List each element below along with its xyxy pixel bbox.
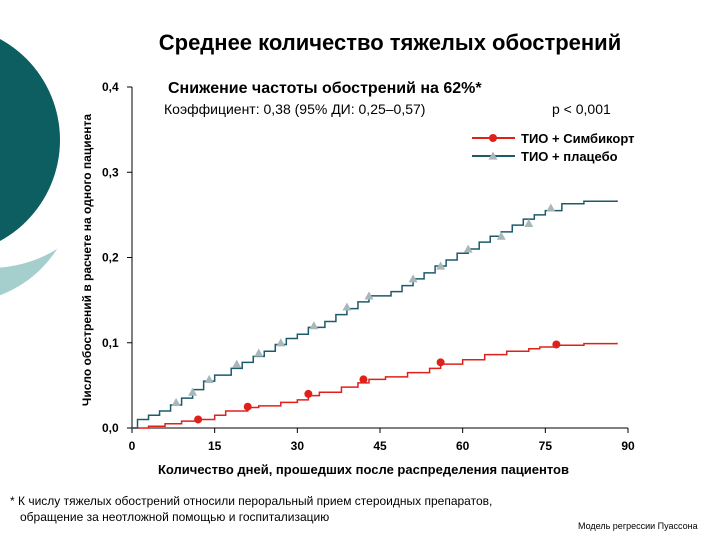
series-2-marker bbox=[276, 338, 286, 347]
x-tick-label: 90 bbox=[621, 439, 635, 453]
series-2-marker bbox=[188, 387, 198, 396]
legend: ТИО + Симбикорт ТИО + плацебо bbox=[472, 131, 634, 164]
y-tick-label: 0,3 bbox=[102, 165, 119, 179]
coefficient-text: Коэффициент: 0,38 (95% ДИ: 0,25–0,57) bbox=[164, 101, 426, 117]
series-1-marker bbox=[359, 375, 368, 384]
legend-label-1: ТИО + Симбикорт bbox=[521, 131, 634, 146]
series-1-marker bbox=[243, 402, 252, 411]
series-2-marker bbox=[546, 203, 556, 212]
y-tick-label: 0,1 bbox=[102, 336, 119, 350]
series-1-marker bbox=[194, 415, 203, 424]
series-line-2 bbox=[132, 200, 618, 429]
x-tick-label: 0 bbox=[129, 439, 136, 453]
series-2-marker bbox=[232, 359, 242, 368]
series-2-marker bbox=[204, 374, 214, 384]
dark-circle-decoration bbox=[0, 39, 60, 241]
series-line-1 bbox=[132, 342, 618, 429]
x-tick-label: 75 bbox=[539, 439, 553, 453]
y-tick-label: 0,0 bbox=[102, 421, 119, 435]
series-2-marker bbox=[254, 348, 264, 357]
axes bbox=[127, 86, 629, 433]
series-2-marker bbox=[463, 244, 473, 253]
series-2-marker bbox=[342, 302, 352, 311]
tick-labels: 0,0 0,1 0,2 0,3 0,4 0 15 30 45 60 75 90 bbox=[102, 80, 635, 453]
series-2-marker bbox=[496, 231, 506, 240]
x-tick-label: 60 bbox=[456, 439, 470, 453]
legend-label-2: ТИО + плацебо bbox=[521, 149, 618, 164]
y-tick-label: 0,4 bbox=[102, 80, 119, 94]
series-2-marker bbox=[408, 274, 418, 283]
decorative-circles bbox=[0, 12, 118, 296]
x-tick-label: 30 bbox=[291, 439, 305, 453]
series-1-marker bbox=[552, 340, 561, 349]
model-note: Модель регрессии Пуассона bbox=[578, 521, 698, 531]
series-markers bbox=[171, 203, 561, 424]
series-2-marker bbox=[364, 291, 374, 300]
legend-marker-2 bbox=[488, 151, 498, 160]
footnote-line-1: * К числу тяжелых обострений относили пе… bbox=[10, 494, 493, 508]
p-value-text: p < 0,001 bbox=[552, 101, 611, 117]
chart-subtitle: Снижение частоты обострений на 62%* bbox=[168, 80, 482, 97]
series-2-marker bbox=[436, 261, 446, 270]
x-axis-label: Количество дней, прошедших после распред… bbox=[158, 462, 569, 477]
series-lines bbox=[132, 200, 618, 429]
x-tick-label: 15 bbox=[208, 439, 222, 453]
y-tick-label: 0,2 bbox=[102, 251, 119, 265]
series-2-marker bbox=[309, 321, 319, 330]
page-title: Среднее количество тяжелых обострений bbox=[158, 30, 622, 55]
series-2-marker bbox=[171, 397, 181, 407]
legend-marker-1 bbox=[489, 134, 497, 142]
series-2-marker bbox=[524, 218, 534, 227]
x-tick-label: 45 bbox=[373, 439, 387, 453]
footnote-line-2: обращение за неотложной помощью и госпит… bbox=[20, 510, 330, 524]
series-1-marker bbox=[304, 389, 313, 398]
series-1-marker bbox=[436, 358, 445, 367]
